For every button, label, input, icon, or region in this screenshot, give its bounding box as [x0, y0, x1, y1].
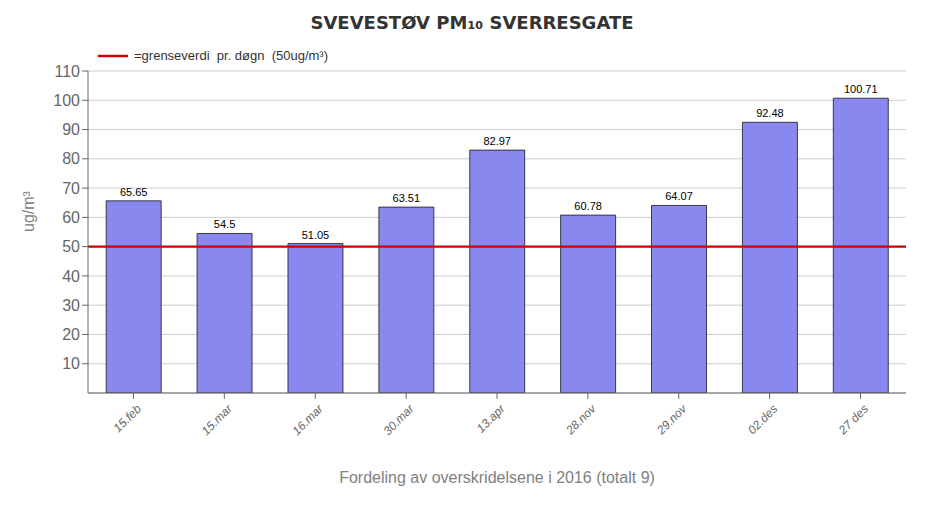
svg-text:15.mar: 15.mar	[199, 401, 236, 438]
svg-text:50: 50	[62, 238, 80, 255]
svg-text:90: 90	[62, 121, 80, 138]
svg-text:40: 40	[62, 268, 80, 285]
svg-text:64.07: 64.07	[665, 190, 693, 202]
svg-text:30: 30	[62, 297, 80, 314]
svg-text:20: 20	[62, 326, 80, 343]
svg-text:30.mar: 30.mar	[380, 401, 417, 438]
svg-text:Fordeling av overskridelsene i: Fordeling av overskridelsene i 2016 (tot…	[339, 469, 655, 486]
svg-text:70: 70	[62, 180, 80, 197]
html-text:=grenseverdi pr. døgn (50ug/m³: =grenseverdi pr. døgn (50ug/m³)	[134, 48, 328, 63]
svg-text:54.5: 54.5	[214, 218, 235, 230]
svg-text:15.feb: 15.feb	[111, 401, 145, 435]
html-text:SVEVESTØV PM₁₀ SVERRESGATE: SVEVESTØV PM₁₀ SVERRESGATE	[310, 12, 634, 33]
svg-text:60.78: 60.78	[574, 200, 602, 212]
svg-text:28.nov: 28.nov	[562, 401, 599, 438]
svg-text:82.97: 82.97	[483, 135, 511, 147]
svg-text:29.nov: 29.nov	[653, 401, 690, 438]
svg-text:110: 110	[54, 63, 80, 80]
svg-text:02.des: 02.des	[745, 402, 780, 437]
svg-text:13.apr: 13.apr	[474, 401, 509, 436]
svg-text:10: 10	[62, 355, 80, 372]
svg-text:51.05: 51.05	[302, 229, 330, 241]
svg-text:ug/m³: ug/m³	[20, 190, 37, 232]
svg-text:16.mar: 16.mar	[290, 401, 327, 438]
svg-text:63.51: 63.51	[393, 192, 421, 204]
svg-text:100: 100	[53, 92, 80, 109]
svg-text:65.65: 65.65	[120, 186, 148, 198]
svg-text:80: 80	[62, 150, 80, 167]
svg-text:27 des: 27 des	[835, 402, 871, 438]
svg-text:92.48: 92.48	[756, 107, 784, 119]
svg-text:100.71: 100.71	[844, 83, 878, 95]
svg-text:60: 60	[62, 209, 80, 226]
